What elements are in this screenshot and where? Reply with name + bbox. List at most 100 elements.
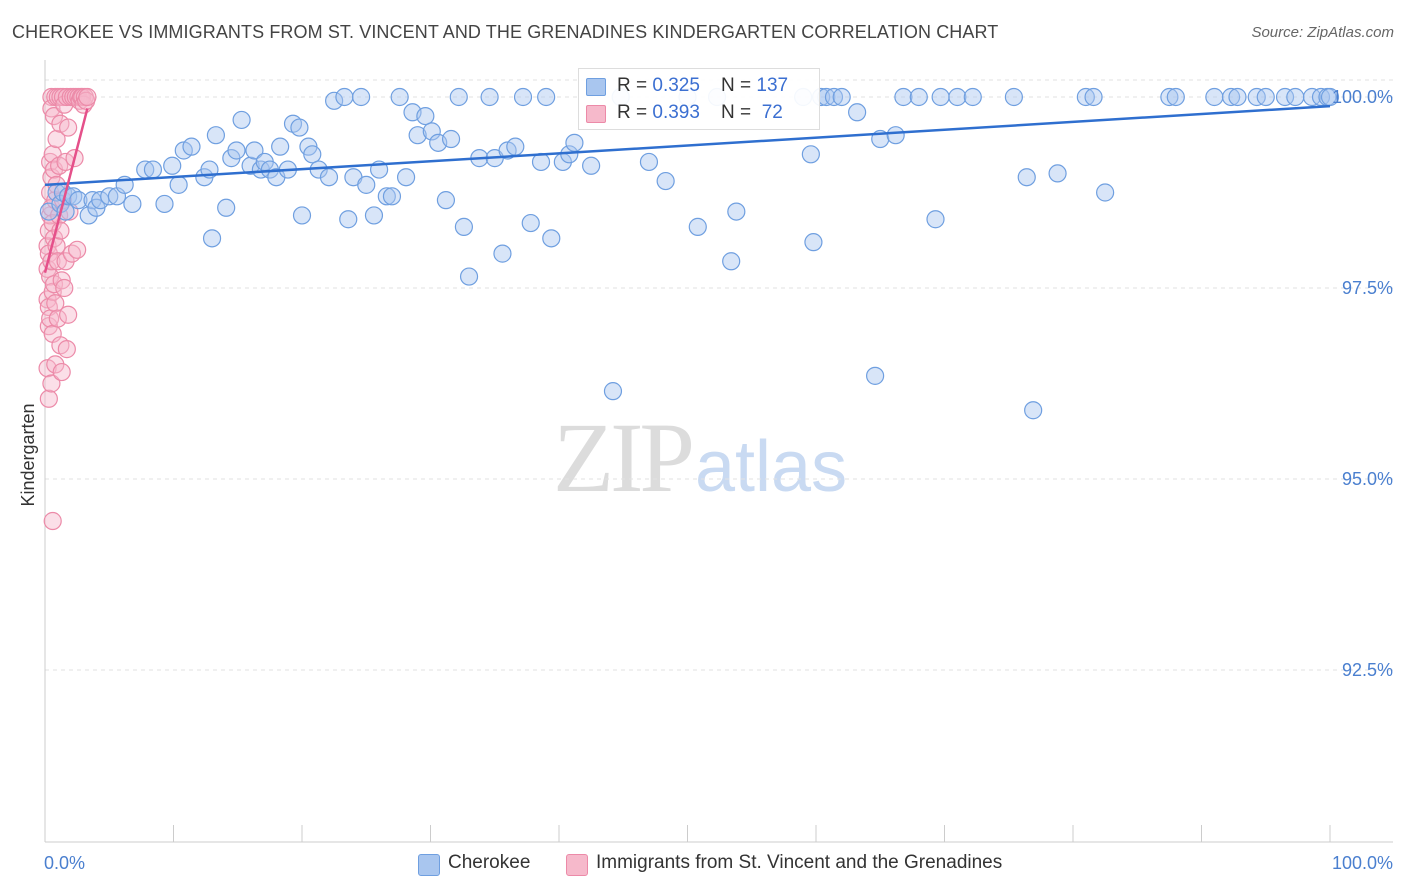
y-tick-label: 97.5% [1342,278,1393,298]
point-cherokee [271,137,290,156]
point-cherokee [335,87,354,107]
legend-n-value: 72 [756,102,783,123]
point-immigrants [46,294,65,313]
point-cherokee [1205,87,1224,107]
point-cherokee [303,145,322,164]
y-tick-label: 95.0% [1342,469,1393,489]
point-cherokee [1221,87,1241,107]
point-cherokee [656,171,675,191]
point-cherokee [1076,87,1095,107]
legend-n-label: N = [721,75,757,96]
point-immigrants [57,340,76,359]
y-axis-title: Kindergarten [18,403,38,506]
point-cherokee [886,126,905,145]
point-immigrants [59,118,78,137]
point-cherokee [513,87,533,107]
legend-r-label: R = [617,75,653,96]
point-cherokee [824,87,844,107]
bottom-legend-swatch-blue [418,854,440,876]
point-cherokee [123,194,142,214]
chart-title: CHEROKEE VS IMMIGRANTS FROM ST. VINCENT … [12,22,999,42]
point-cherokee [866,366,885,385]
point-cherokee [948,87,967,107]
point-cherokee [232,110,251,130]
point-cherokee [396,168,416,187]
point-cherokee [100,187,119,206]
point-cherokee [506,137,525,156]
legend-n-label: N = [721,102,757,123]
point-immigrants [55,278,74,298]
point-cherokee [639,152,659,172]
point-immigrants [68,240,87,259]
point-cherokee [909,87,928,107]
point-cherokee [542,229,561,248]
point-cherokee [582,156,601,175]
point-immigrants [47,129,66,149]
point-cherokee [436,191,456,210]
point-cherokee [292,206,312,225]
point-immigrants [44,106,64,126]
point-immigrants [78,87,97,107]
point-cherokee [537,87,556,107]
trend-lines [43,104,1331,274]
axis-labels: 100.0% 97.5% 95.0% 92.5% 0.0% 100.0% Kindergar… [18,87,1393,873]
point-immigrants [52,362,71,382]
point-cherokee [727,202,746,221]
y-tick-label: 92.5% [1342,660,1393,680]
series-immigrants-st-vincent [38,87,97,531]
point-cherokee [155,194,174,214]
point-cherokee [722,252,741,271]
point-cherokee [1017,168,1036,187]
point-cherokee [1256,87,1275,107]
point-cherokee [848,103,867,122]
point-cherokee [480,87,499,107]
point-cherokee [1160,87,1179,107]
point-cherokee [1004,87,1023,107]
point-cherokee [832,87,851,107]
trend-line-cherokee [44,104,1331,187]
point-immigrants [59,305,78,324]
point-cherokee [352,87,371,107]
point-cherokee [1320,87,1340,107]
series-cherokee [39,87,1340,420]
x-tick-label: 100.0% [1332,853,1393,873]
point-cherokee [227,141,246,160]
point-cherokee [416,106,435,126]
point-cherokee [422,122,441,141]
point-cherokee [217,198,236,217]
correlation-legend: R = 0.325 N = 137 R = 0.393 N = 72 [578,68,820,130]
point-cherokee [1084,87,1103,107]
zipatlas-watermark: ZIPatlas [553,400,847,515]
point-cherokee [804,233,823,252]
point-cherokee [206,126,226,145]
point-immigrants [42,374,61,393]
point-cherokee [963,87,982,107]
point-cherokee [79,206,98,225]
point-cherokee [603,382,623,401]
point-cherokee [459,267,479,286]
point-immigrants [48,252,67,271]
point-cherokee [441,129,461,149]
point-cherokee [319,168,339,187]
point-cherokee [202,229,222,248]
point-cherokee [449,87,468,107]
point-cherokee [377,187,396,206]
point-cherokee [408,126,427,145]
point-cherokee [493,244,512,263]
point-cherokee [565,133,584,152]
point-cherokee [143,160,163,179]
point-cherokee [339,210,358,229]
point-cherokee [801,145,820,164]
point-cherokee [1166,87,1185,107]
bottom-legend-label: Cherokee [448,852,531,873]
legend-r-value: 0.393 [652,102,700,123]
point-immigrants [48,309,67,328]
legend-swatch-pink [586,105,606,123]
point-cherokee [325,91,344,110]
point-cherokee [241,156,260,175]
point-cherokee [521,213,540,233]
point-cherokee [1286,87,1305,107]
point-immigrants [43,511,62,531]
source-credit: Source: ZipAtlas.com [1251,24,1394,41]
